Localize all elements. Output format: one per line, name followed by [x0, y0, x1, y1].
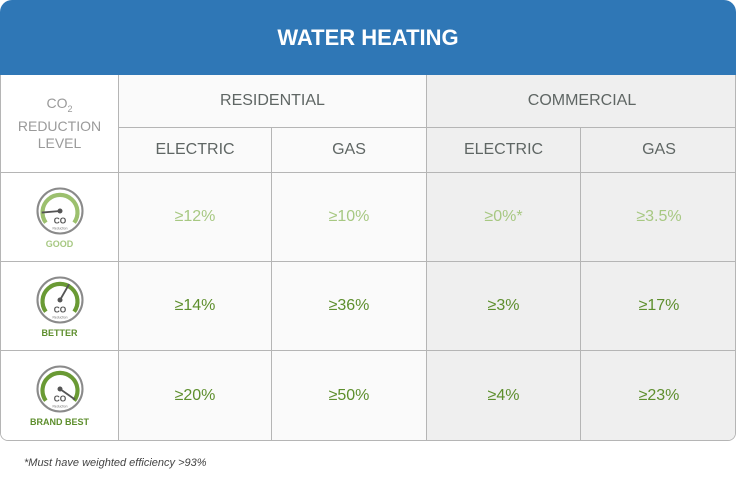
- level-label: BRAND BEST: [29, 417, 89, 427]
- value-cell: ≥14%: [119, 262, 272, 351]
- value-cell: ≥4%: [427, 351, 581, 440]
- column-residential-gas: GAS: [272, 128, 427, 173]
- value-cell: ≥10%: [272, 173, 427, 262]
- level-label: GOOD: [45, 238, 74, 249]
- column-commercial-gas: GAS: [581, 128, 735, 173]
- level-cell: CO Reduction BETTER: [1, 262, 119, 351]
- column-commercial-electric: ELECTRIC: [427, 128, 581, 173]
- co2-label: CO: [46, 95, 68, 112]
- co2-gauge-icon: CO Reduction: [35, 275, 84, 324]
- gauge-caption: Reduction: [52, 315, 67, 319]
- value-cell: ≥36%: [272, 262, 427, 351]
- value-cell: ≥23%: [581, 351, 735, 440]
- level-label: LEVEL: [37, 134, 82, 151]
- level-label: BETTER: [41, 327, 78, 338]
- value-cell: ≥12%: [119, 173, 272, 262]
- gauge-co2-text: CO: [53, 304, 66, 314]
- water-heating-table: CO2 REDUCTION LEVEL RESIDENTIAL COMMERCI…: [0, 75, 736, 441]
- value-cell: ≥20%: [119, 351, 272, 440]
- value-cell: ≥3.5%: [581, 173, 735, 262]
- co2-gauge-icon: CO Reduction: [35, 186, 84, 235]
- gauge-caption: Reduction: [52, 404, 67, 408]
- group-residential: RESIDENTIAL: [119, 75, 427, 128]
- value-cell: ≥50%: [272, 351, 427, 440]
- gauge-caption: Reduction: [52, 226, 67, 230]
- group-commercial: COMMERCIAL: [427, 75, 735, 128]
- page-title: WATER HEATING: [277, 24, 459, 50]
- reduction-label: REDUCTION: [17, 117, 102, 134]
- co2-reduction-level-header: CO2 REDUCTION LEVEL: [1, 75, 119, 173]
- gauge-co2-text: CO: [53, 215, 66, 225]
- value-cell: ≥0%*: [427, 173, 581, 262]
- value-cell: ≥3%: [427, 262, 581, 351]
- table-header: WATER HEATING: [0, 0, 736, 75]
- footnote: *Must have weighted efficiency >93%: [24, 457, 207, 469]
- level-cell: CO Reduction GOOD: [1, 173, 119, 262]
- value-cell: ≥17%: [581, 262, 735, 351]
- gauge-co2-text: CO: [53, 394, 66, 404]
- co2-gauge-icon: CO Reduction: [35, 365, 84, 413]
- level-cell: CO Reduction BRAND BEST: [1, 351, 119, 440]
- column-residential-electric: ELECTRIC: [119, 128, 272, 173]
- co2-subscript: 2: [67, 103, 73, 114]
